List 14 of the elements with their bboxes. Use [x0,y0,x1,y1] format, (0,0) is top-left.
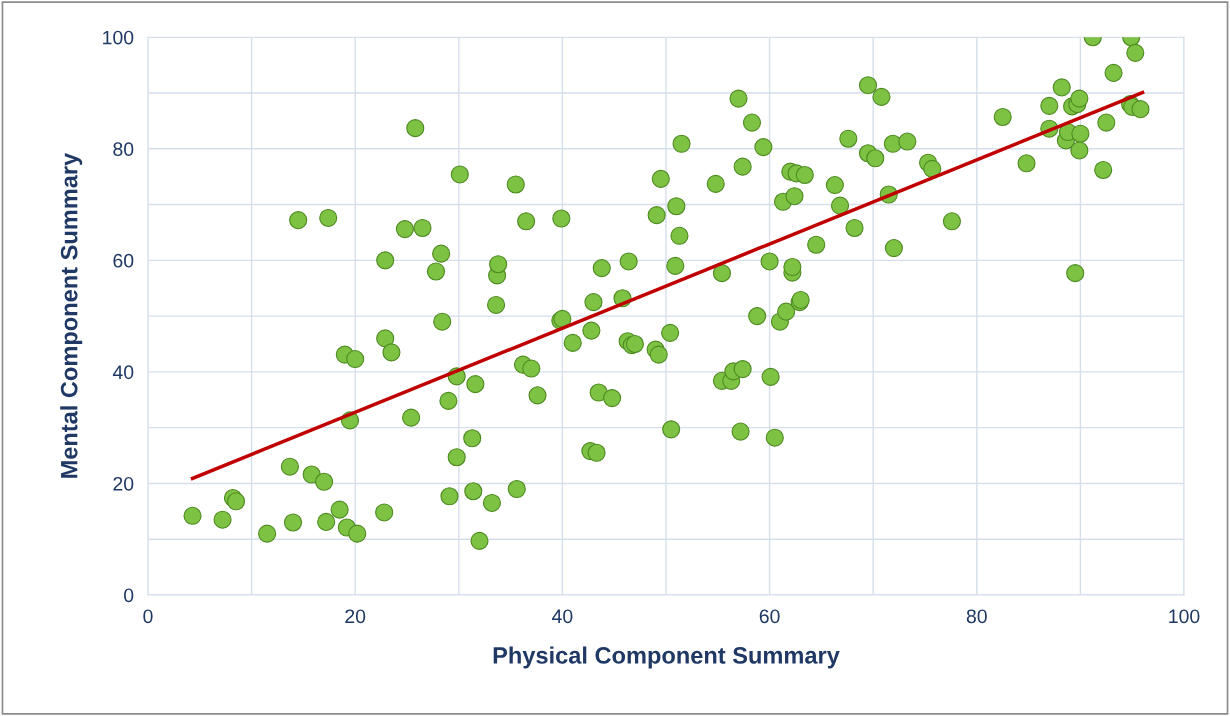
x-tick-label: 60 [759,609,780,624]
y-tick-label: 80 [113,142,134,157]
y-tick-label: 0 [124,588,134,603]
y-tick-label: 100 [103,30,134,45]
x-tick-label: 20 [345,609,366,624]
x-tick-label: 0 [143,609,153,624]
y-axis-title: Mental Component Summary [60,152,83,478]
x-tick-label: 80 [966,609,987,624]
y-tick-label: 40 [112,365,134,380]
x-tick-label: 40 [552,609,573,624]
y-tick-label: 60 [113,253,134,268]
x-tick-label: 100 [1169,609,1200,624]
y-tick-label: 20 [113,476,134,491]
x-axis-title: Physical Component Summary [493,646,840,669]
